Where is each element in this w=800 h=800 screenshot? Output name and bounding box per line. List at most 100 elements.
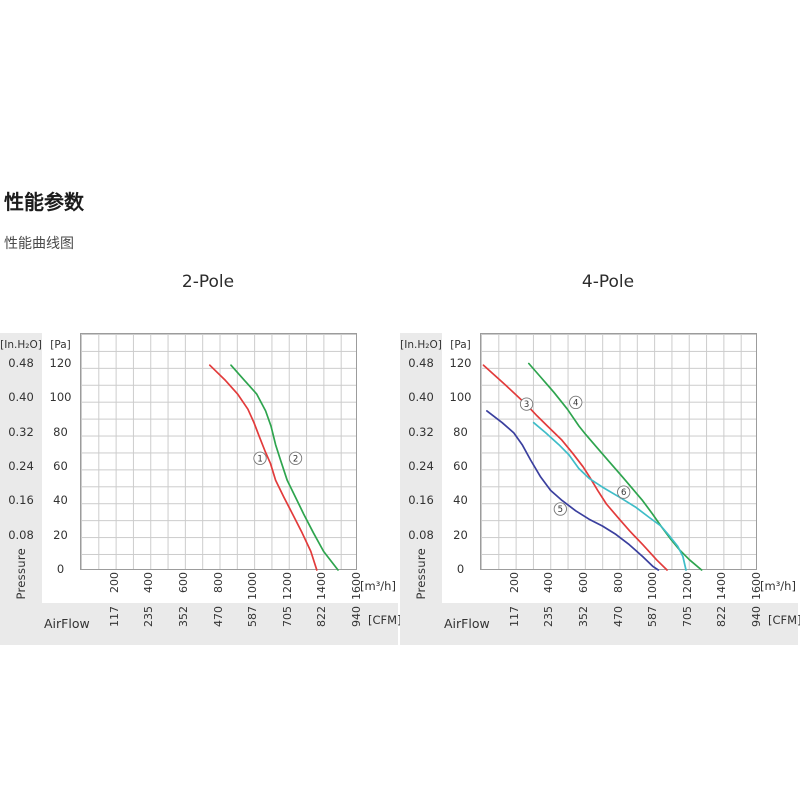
cfm-tick-label: 352	[576, 606, 590, 627]
pa-value: 120	[49, 356, 72, 370]
m3h-tick-label: 400	[542, 572, 556, 593]
cfm-tick-label: 587	[246, 606, 260, 627]
point-label-6: 6	[617, 485, 631, 499]
pa-value: 60	[53, 458, 68, 473]
pa-value: 120	[449, 356, 472, 370]
inh2o-value: 0.16	[8, 493, 34, 508]
inh2o-value: 0.32	[408, 424, 434, 439]
pressure-inh2o-column: [In.H₂O] Pressure 0.48 0.40 0.32 0.24 0.16 0.…	[0, 333, 42, 603]
inh2o-value: 0.40	[8, 390, 34, 405]
m3h-tick-label: 1600	[750, 572, 764, 600]
m3h-tick-label: 1200	[680, 572, 694, 600]
curve-3	[482, 364, 668, 571]
cfm-tick-label: 235	[542, 606, 556, 627]
m3h-tick-label: 200	[507, 572, 521, 593]
m3h-tick-label: 1200	[280, 572, 294, 600]
point-label-4: 4	[569, 395, 583, 410]
svg-text:6: 6	[621, 488, 626, 498]
inh2o-value: 0.48	[408, 356, 434, 370]
cfm-tick-label: 470	[211, 606, 225, 627]
inh2o-value: 0.16	[408, 493, 434, 508]
svg-text:5: 5	[558, 505, 563, 515]
point-label-3: 3	[519, 397, 534, 411]
svg-text:1: 1	[257, 454, 262, 464]
cfm-tick-label: 940	[750, 606, 764, 627]
m3h-tick-label: 800	[211, 572, 225, 593]
m3h-unit-label: [m³/h]	[760, 579, 796, 593]
inh2o-value: 0.08	[8, 527, 34, 542]
inh2o-value: 0.24	[408, 458, 434, 473]
pa-unit-label: [Pa]	[450, 339, 471, 351]
m3h-tick-label: 400	[142, 572, 156, 593]
cfm-tick-label: 587	[646, 606, 660, 627]
chart-4pole: 4-Pole [In.H₂O] Pressure 0.48 0.40 0.32 0.2…	[400, 270, 800, 648]
svg-text:3: 3	[524, 400, 529, 410]
inh2o-unit-label: [In.H₂O]	[400, 339, 442, 351]
m3h-tick-label: 1000	[246, 572, 260, 600]
m3h-tick-label: 1600	[350, 572, 364, 600]
pressure-inh2o-column: [In.H₂O] Pressure 0.48 0.40 0.32 0.24 0.16 0.…	[400, 333, 442, 603]
cfm-unit-label: [CFM]	[768, 613, 800, 627]
point-label-1: 1	[253, 451, 267, 465]
pa-value: 0	[456, 561, 465, 576]
m3h-tick-label: 600	[576, 572, 590, 593]
inh2o-unit-label: [In.H₂O]	[0, 339, 42, 351]
pa-value: 100	[49, 390, 72, 405]
plot-area: 3 4 5 6	[480, 333, 757, 571]
inh2o-value: 0.32	[8, 424, 34, 439]
airflow-band: AirFlow	[0, 603, 398, 645]
pa-unit-label: [Pa]	[50, 339, 71, 351]
curves-svg: 3 4 5 6	[482, 362, 703, 571]
pa-value: 20	[453, 527, 468, 542]
m3h-tick-label: 1400	[315, 572, 329, 600]
airflow-band: AirFlow	[400, 603, 798, 645]
m3h-tick-label: 200	[107, 572, 121, 593]
m3h-tick-label: 600	[176, 572, 190, 593]
curve-4	[527, 362, 703, 571]
chart-2pole: 2-Pole [In.H₂O] Pressure 0.48 0.40 0.32 0.2…	[0, 270, 402, 648]
cfm-tick-label: 235	[142, 606, 156, 627]
m3h-tick-label: 1400	[715, 572, 729, 600]
pa-value: 0	[56, 561, 65, 576]
pa-value: 20	[53, 527, 68, 542]
m3h-tick-label: 1000	[646, 572, 660, 600]
page-title: 性能参数	[4, 190, 84, 214]
cfm-tick-label: 705	[680, 606, 694, 627]
inh2o-value: 0.48	[8, 356, 34, 370]
point-label-2: 2	[288, 451, 303, 465]
cfm-tick-label: 352	[176, 606, 190, 627]
m3h-unit-label: [m³/h]	[360, 579, 396, 593]
inh2o-value: 0.08	[408, 527, 434, 542]
inh2o-value: 0.24	[8, 458, 34, 473]
pressure-axis-label: Pressure	[414, 548, 428, 600]
pa-value: 100	[449, 390, 472, 405]
pa-value: 60	[453, 458, 468, 473]
airflow-label: AirFlow	[444, 616, 490, 631]
page-subtitle: 性能曲线图	[4, 236, 74, 252]
inh2o-value: 0.40	[408, 390, 434, 405]
cfm-tick-label: 940	[350, 606, 364, 627]
cfm-tick-label: 470	[611, 606, 625, 627]
pressure-pa-column: [Pa] 120 100 80 60 40 20 0	[442, 333, 479, 603]
svg-text:4: 4	[573, 398, 578, 408]
pa-value: 80	[53, 424, 68, 439]
pa-value: 40	[453, 493, 468, 508]
cfm-tick-label: 822	[715, 606, 729, 627]
point-label-5: 5	[553, 502, 567, 516]
pa-value: 40	[53, 493, 68, 508]
curve-1	[208, 364, 318, 571]
cfm-tick-label: 822	[315, 606, 329, 627]
cfm-unit-label: [CFM]	[368, 613, 402, 627]
curve-5	[486, 410, 660, 571]
cfm-tick-label: 117	[507, 606, 521, 627]
pa-value: 80	[453, 424, 468, 439]
pressure-pa-column: [Pa] 120 100 80 60 40 20 0	[42, 333, 79, 603]
m3h-tick-label: 800	[611, 572, 625, 593]
pressure-axis-label: Pressure	[14, 548, 28, 600]
chart-title: 4-Pole	[581, 272, 635, 292]
curve-2	[230, 364, 339, 571]
svg-text:2: 2	[293, 454, 298, 464]
